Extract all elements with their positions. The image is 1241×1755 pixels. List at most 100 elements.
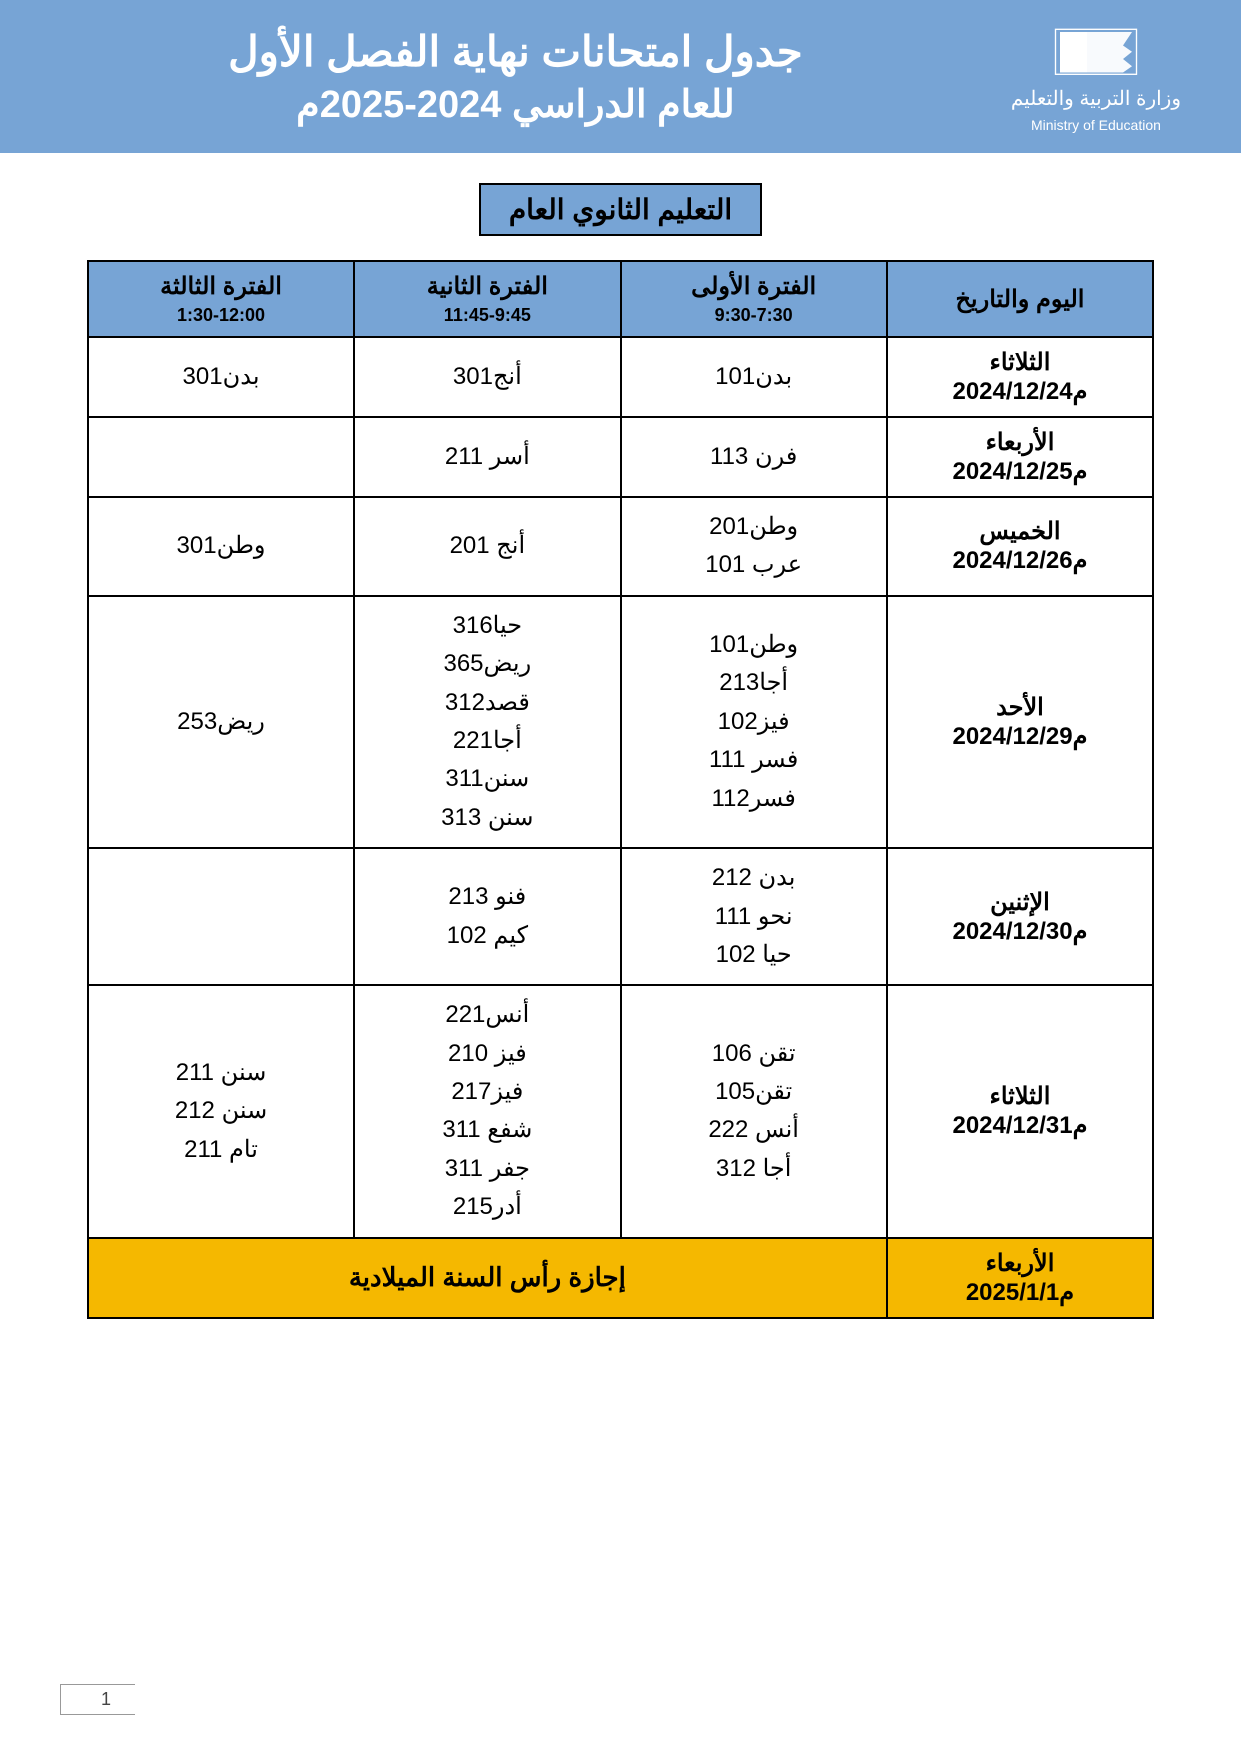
course-code: تقن 106 [630,1035,878,1073]
course-code: بدن301 [97,358,345,396]
course-code: سنن311 [363,760,611,798]
ministry-logo: وزارة التربية والتعليم Ministry of Educa… [1011,20,1181,133]
period-cell [88,848,354,985]
date-cell: الأربعاء2024/12/25م [887,417,1153,497]
course-code: فرن 113 [630,438,878,476]
header-period1: الفترة الأولى 9:30-7:30 [621,261,887,337]
table-row: الأحد2024/12/29موطن101أجا213فيز102فسر 11… [88,596,1153,848]
header-date-label: اليوم والتاريخ [955,286,1084,313]
course-code: فسر112 [630,780,878,818]
banner-titles: جدول امتحانات نهاية الفصل الأول للعام ال… [40,27,991,127]
date-string: 2024/12/25م [896,457,1144,486]
header-p3-label: الفترة الثالثة [160,273,282,300]
day-name: الأحد [896,693,1144,722]
course-code: وطن101 [630,626,878,664]
course-code: فنو 213 [363,878,611,916]
day-name: الخميس [896,517,1144,546]
course-code: نحو 111 [630,898,878,936]
course-code: شفع 311 [363,1111,611,1149]
date-cell: الأربعاء2025/1/1م [887,1238,1153,1318]
header-date: اليوم والتاريخ [887,261,1153,337]
period-cell: أنج301 [354,337,620,417]
course-code: كيم 102 [363,917,611,955]
course-code: فيز 210 [363,1035,611,1073]
table-row: الثلاثاء2024/12/31متقن 106تقن105أنس 222أ… [88,985,1153,1237]
period-cell: وطن201عرب 101 [621,497,887,596]
table-row: الإثنين2024/12/30مبدن 212نحو 111حيا 102ف… [88,848,1153,985]
period-cell: بدن 212نحو 111حيا 102 [621,848,887,985]
section-title: التعليم الثانوي العام [479,183,762,236]
date-string: 2025/1/1م [896,1278,1144,1307]
course-code: سنن 211 [97,1054,345,1092]
period-cell: وطن301 [88,497,354,596]
course-code: تقن105 [630,1073,878,1111]
course-code: بدن 212 [630,859,878,897]
course-code: أدر215 [363,1188,611,1226]
date-string: 2024/12/31م [896,1111,1144,1140]
course-code: فيز217 [363,1073,611,1111]
logo-arabic-text: وزارة التربية والتعليم [1011,86,1181,111]
course-code: أجا 312 [630,1150,878,1188]
header-p1-label: الفترة الأولى [691,273,816,300]
period-cell: سنن 211سنن 212تام 211 [88,985,354,1237]
table-row: الثلاثاء2024/12/24مبدن101أنج301بدن301 [88,337,1153,417]
banner: وزارة التربية والتعليم Ministry of Educa… [0,0,1241,153]
period-cell: تقن 106تقن105أنس 222أجا 312 [621,985,887,1237]
page-number: 1 [60,1684,135,1715]
date-cell: الأحد2024/12/29م [887,596,1153,848]
course-code: جفر 311 [363,1150,611,1188]
table-row: الأربعاء2024/12/25مفرن 113أسر 211 [88,417,1153,497]
course-code: قصد312 [363,684,611,722]
course-code: عرب 101 [630,546,878,584]
course-code: أنس221 [363,996,611,1034]
course-code: فيز102 [630,703,878,741]
period-cell: فنو 213كيم 102 [354,848,620,985]
bahrain-emblem-icon [1051,20,1141,80]
table-row: الخميس2024/12/26موطن201عرب 101أنج 201وطن… [88,497,1153,596]
course-code: أنج301 [363,358,611,396]
course-code: فسر 111 [630,741,878,779]
day-name: الأربعاء [896,428,1144,457]
course-code: سنن 313 [363,799,611,837]
period-cell: أنس221فيز 210فيز217شفع 311جفر 311أدر215 [354,985,620,1237]
period-cell: فرن 113 [621,417,887,497]
course-code: حيا 102 [630,936,878,974]
course-code: أسر 211 [363,438,611,476]
section-title-wrap: التعليم الثانوي العام [0,183,1241,236]
course-code: تام 211 [97,1131,345,1169]
day-name: الأربعاء [896,1249,1144,1278]
date-cell: الخميس2024/12/26م [887,497,1153,596]
course-code: أجا221 [363,722,611,760]
header-period3: الفترة الثالثة 1:30-12:00 [88,261,354,337]
period-cell: بدن301 [88,337,354,417]
period-cell: أسر 211 [354,417,620,497]
period-cell: ريض253 [88,596,354,848]
period-cell: حيا316ريض365قصد312أجا221سنن311سنن 313 [354,596,620,848]
period-cell: وطن101أجا213فيز102فسر 111فسر112 [621,596,887,848]
header-p1-time: 9:30-7:30 [630,305,878,326]
course-code: حيا316 [363,607,611,645]
day-name: الثلاثاء [896,1082,1144,1111]
date-string: 2024/12/29م [896,722,1144,751]
holiday-cell: إجازة رأس السنة الميلادية [88,1238,887,1318]
header-p2-label: الفترة الثانية [427,273,548,300]
header-period2: الفترة الثانية 11:45-9:45 [354,261,620,337]
course-code: أنس 222 [630,1111,878,1149]
period-cell: أنج 201 [354,497,620,596]
course-code: سنن 212 [97,1092,345,1130]
course-code: ريض253 [97,703,345,741]
course-code: أجا213 [630,664,878,702]
course-code: وطن301 [97,527,345,565]
table-row: الأربعاء2025/1/1مإجازة رأس السنة الميلاد… [88,1238,1153,1318]
course-code: أنج 201 [363,527,611,565]
exam-schedule-table: اليوم والتاريخ الفترة الأولى 9:30-7:30 ا… [87,260,1154,1319]
period-cell [88,417,354,497]
date-cell: الثلاثاء2024/12/31م [887,985,1153,1237]
day-name: الثلاثاء [896,348,1144,377]
date-string: 2024/12/26م [896,546,1144,575]
date-cell: الإثنين2024/12/30م [887,848,1153,985]
header-p2-time: 11:45-9:45 [363,305,611,326]
date-string: 2024/12/24م [896,377,1144,406]
day-name: الإثنين [896,888,1144,917]
logo-english-text: Ministry of Education [1031,117,1161,133]
